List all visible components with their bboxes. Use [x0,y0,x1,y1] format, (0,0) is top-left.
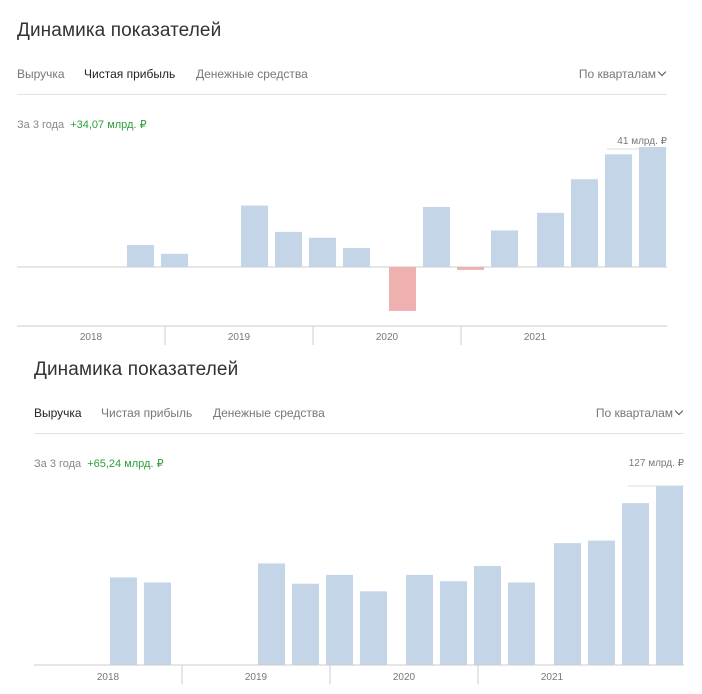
bar-2021-q1[interactable] [554,543,581,665]
bar-2021-q3[interactable] [622,503,649,665]
section-title: Динамика показателей [17,20,222,41]
bar-2021-q4[interactable] [656,486,683,665]
bar-2019-q4[interactable] [360,591,387,665]
bar-2020-q2[interactable] [440,581,467,665]
tab-net-profit[interactable]: Чистая прибыль [101,406,193,420]
bar-2019-q2[interactable] [292,583,319,665]
x-tick-label-2019: 2019 [228,332,251,343]
bar-2019-q1[interactable] [258,563,285,665]
metric-tabs: Выручка Чистая прибыль Денежные средства… [34,406,684,434]
bar-2018-q1[interactable] [110,577,137,665]
net-profit-chart: 2018 2019 2020 2021 [17,147,667,345]
tab-cash[interactable]: Денежные средства [196,67,308,81]
bar-2019-q4[interactable] [343,247,370,267]
period-label: По кварталам [595,406,673,420]
section-title: Динамика показателей [34,359,239,380]
tab-revenue[interactable]: Выручка [34,406,82,420]
bar-2020-q3[interactable] [474,565,501,665]
bar-2020-q4[interactable] [508,582,535,665]
period-dropdown[interactable]: По кварталам [595,406,684,420]
bar-2018-q2[interactable] [127,245,154,267]
bar-2021-q2[interactable] [588,540,615,665]
period-dropdown[interactable]: По кварталам [578,67,667,81]
bar-2021-q3[interactable] [605,154,632,267]
y-max-label: 41 млрд. ₽ [617,136,667,147]
bar-2019-q3[interactable] [326,574,353,665]
x-tick-label-2021: 2021 [541,672,564,683]
bar-2021-q4[interactable] [639,147,666,267]
bar-2019-q2[interactable] [275,231,302,267]
x-tick-label-2020: 2020 [393,672,416,683]
x-tick-label-2021: 2021 [524,332,547,343]
x-tick-label-2019: 2019 [245,672,268,683]
x-tick-label-2018: 2018 [97,672,120,683]
bar-2018-q3[interactable] [161,253,188,267]
summary-label: За 3 года [17,119,65,131]
summary: За 3 года +34,07 млрд. ₽ [17,118,147,131]
bar-2020-q2[interactable] [423,207,450,267]
bar-2020-q4[interactable] [491,230,518,267]
x-tick-label-2018: 2018 [80,332,103,343]
period-label: По кварталам [578,67,656,81]
revenue-chart: 2018 2019 2020 2021 [34,485,684,684]
bar-2020-q1[interactable] [389,267,416,311]
summary-value: +65,24 млрд. ₽ [87,458,164,470]
bar-2020-q1[interactable] [406,574,433,665]
bar-2021-q1[interactable] [537,212,564,267]
bar-2019-q1[interactable] [241,205,268,267]
bar-2019-q3[interactable] [309,237,336,267]
tab-cash[interactable]: Денежные средства [213,406,325,420]
tab-revenue[interactable]: Выручка [17,67,65,81]
bar-2021-q2[interactable] [571,179,598,267]
metric-tabs: Выручка Чистая прибыль Денежные средства… [17,67,667,95]
summary-value: +34,07 млрд. ₽ [70,119,147,131]
bar-2018-q2[interactable] [144,582,171,665]
summary: За 3 года +65,24 млрд. ₽ [34,457,164,470]
x-tick-label-2020: 2020 [376,332,399,343]
y-max-label: 127 млрд. ₽ [628,458,684,469]
tab-net-profit[interactable]: Чистая прибыль [84,67,176,81]
bar-2020-q3[interactable] [457,267,484,270]
summary-label: За 3 года [34,458,82,470]
